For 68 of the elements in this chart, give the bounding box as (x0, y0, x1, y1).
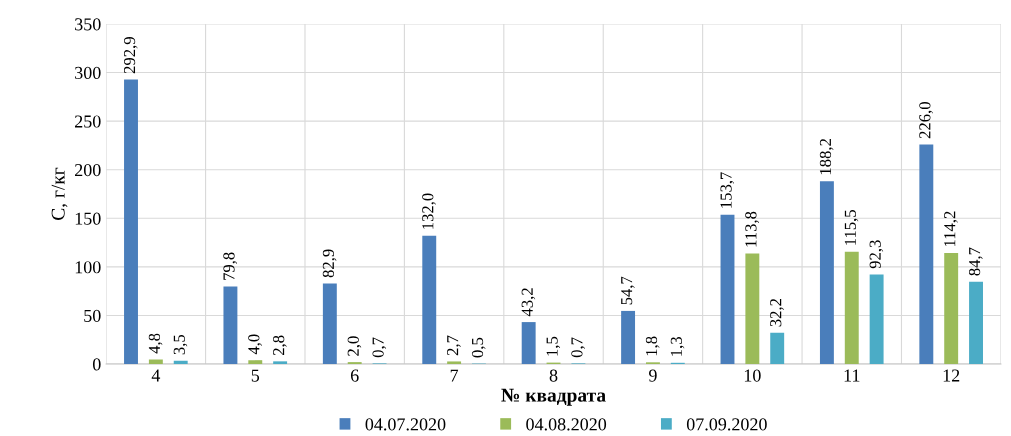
data-label: 3,5 (173, 334, 188, 355)
bar (844, 251, 859, 365)
y-tick-label: 0 (92, 358, 101, 371)
x-tick-label: 4 (151, 369, 161, 382)
data-label: 115,5 (844, 210, 859, 245)
data-label: 153,7 (720, 172, 735, 208)
data-label: 2,0 (347, 336, 362, 356)
bar (621, 310, 636, 365)
data-label: 4,8 (148, 333, 163, 354)
data-label: 4,0 (248, 334, 262, 355)
y-tick-label: 250 (75, 115, 101, 128)
data-label: 0,7 (571, 337, 585, 358)
data-label: 54,7 (621, 276, 635, 305)
bar (969, 281, 983, 365)
data-label: 1,5 (546, 336, 561, 356)
x-tick-label: 11 (844, 369, 860, 382)
bar (422, 235, 437, 365)
data-label: 113,8 (745, 211, 759, 247)
bar (124, 79, 138, 365)
legend-label: 07.09.2020 (686, 418, 767, 431)
data-label: 188,2 (819, 139, 834, 175)
y-tick-label: 100 (75, 261, 101, 274)
bar (819, 181, 834, 365)
bar (869, 274, 884, 365)
data-label: 43,2 (521, 288, 536, 317)
data-label: 84,7 (968, 247, 983, 276)
data-label: 114,2 (944, 211, 958, 247)
legend-label: 04.08.2020 (526, 418, 607, 431)
data-label: 1,3 (670, 337, 685, 356)
data-label: 0,5 (471, 337, 486, 358)
bar (148, 359, 163, 365)
bar (944, 253, 959, 365)
y-tick-label: 200 (75, 163, 101, 177)
bar (223, 286, 238, 365)
x-tick-label: 7 (450, 369, 459, 382)
data-label: 79,8 (223, 252, 237, 280)
x-tick-label: 12 (943, 369, 960, 382)
y-tick-label: 300 (75, 66, 101, 80)
x-tick-label: 6 (350, 369, 359, 382)
x-tick-label: 8 (549, 369, 558, 382)
legend-label: 04.07.2020 (365, 418, 446, 431)
x-tick-label: 5 (251, 369, 260, 382)
bar (745, 253, 760, 365)
data-label: 82,9 (322, 249, 337, 278)
data-label: 2,7 (447, 335, 461, 356)
y-axis-title: С, г/кг (51, 167, 68, 220)
bar (322, 283, 337, 365)
data-label: 92,3 (869, 240, 884, 269)
data-label: 0,7 (372, 337, 387, 358)
data-label: 292,9 (123, 37, 138, 74)
data-label: 132,0 (422, 193, 436, 229)
data-label: 2,8 (273, 335, 287, 356)
data-label: 226,0 (919, 102, 933, 139)
y-tick-label: 350 (75, 18, 101, 31)
x-axis-title: № квадрата (501, 388, 606, 406)
bar (919, 144, 934, 365)
bar (447, 361, 462, 365)
bar (770, 332, 785, 365)
data-label: 1,8 (645, 336, 660, 356)
bar (248, 360, 263, 365)
bar (521, 322, 536, 365)
data-label: 32,2 (770, 298, 784, 327)
y-tick-label: 50 (84, 309, 101, 322)
y-tick-label: 150 (75, 212, 101, 225)
bar (720, 214, 735, 365)
bar (273, 361, 288, 365)
x-tick-label: 10 (744, 369, 761, 382)
x-tick-label: 9 (649, 369, 657, 382)
